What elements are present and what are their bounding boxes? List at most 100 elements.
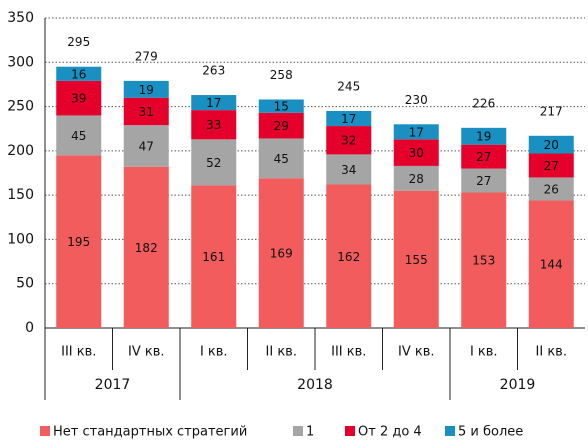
legend-label: Нет стандартных стратегий — [53, 425, 247, 440]
value-label: 31 — [139, 105, 154, 119]
legend-swatch — [445, 426, 455, 436]
value-label: 45 — [71, 129, 86, 143]
x-tick-label: III кв. — [331, 345, 366, 360]
year-label: 2018 — [297, 377, 333, 393]
value-label: 52 — [206, 156, 221, 170]
year-label: 2019 — [500, 377, 536, 393]
value-label: 19 — [476, 130, 491, 144]
x-tick-label: IV кв. — [398, 345, 435, 360]
bar-segment — [528, 177, 574, 201]
bar-segment — [123, 80, 169, 98]
value-label: 28 — [409, 172, 424, 186]
value-label: 45 — [274, 152, 289, 166]
bar-segment — [258, 112, 304, 139]
total-label: 295 — [67, 35, 90, 49]
x-tick-label: IV кв. — [128, 345, 165, 360]
legend-swatch — [345, 426, 355, 436]
x-tick-label: I кв. — [470, 345, 498, 360]
value-label: 39 — [71, 92, 86, 106]
value-label: 169 — [270, 247, 293, 261]
y-tick-label: 250 — [7, 99, 34, 115]
value-label: 19 — [139, 83, 154, 97]
year-label: 2017 — [95, 377, 131, 393]
y-tick-label: 300 — [7, 54, 34, 70]
x-tick-label: II кв. — [536, 345, 567, 360]
bar-segment — [326, 111, 372, 127]
bar-segment — [191, 139, 237, 186]
value-label: 27 — [544, 159, 559, 173]
value-label: 20 — [544, 138, 559, 152]
bar-segment — [56, 80, 102, 116]
bar-segment — [461, 168, 507, 193]
bar-segment — [461, 144, 507, 169]
value-label: 16 — [71, 67, 86, 81]
bar-segment — [191, 185, 237, 328]
y-tick-label: 350 — [7, 10, 34, 26]
value-label: 47 — [139, 139, 154, 153]
value-label: 195 — [67, 235, 90, 249]
y-tick-label: 150 — [7, 187, 34, 203]
value-label: 17 — [206, 96, 221, 110]
y-tick-label: 200 — [7, 143, 34, 159]
value-label: 155 — [405, 253, 428, 267]
bar-segment — [326, 126, 372, 155]
value-label: 17 — [341, 112, 356, 126]
total-label: 226 — [472, 96, 495, 110]
bar-segment — [191, 110, 237, 140]
value-label: 153 — [472, 254, 495, 268]
legend-label: От 2 до 4 — [358, 425, 422, 440]
bar-segment — [528, 153, 574, 178]
bar-segment — [326, 184, 372, 328]
value-label: 17 — [409, 125, 424, 139]
bar-segment — [123, 125, 169, 167]
total-label: 279 — [135, 49, 158, 63]
x-tick-label: II кв. — [266, 345, 297, 360]
value-label: 15 — [274, 100, 289, 114]
bar-segment — [191, 95, 237, 111]
value-label: 33 — [206, 118, 221, 132]
total-label: 217 — [540, 104, 563, 118]
total-label: 230 — [405, 93, 428, 107]
value-label: 144 — [540, 258, 563, 272]
bar-segment — [393, 165, 439, 191]
bar-segment — [393, 139, 439, 166]
bar-segment — [326, 154, 372, 185]
legend-swatch — [40, 426, 50, 436]
value-label: 26 — [544, 182, 559, 196]
legend-swatch — [293, 426, 303, 436]
y-tick-label: 100 — [7, 231, 34, 247]
bar-segment — [258, 99, 304, 113]
bar-segment — [393, 190, 439, 328]
bar-segment — [56, 155, 102, 328]
bar-segment — [528, 135, 574, 154]
total-label: 263 — [202, 64, 225, 78]
value-label: 34 — [341, 163, 356, 177]
x-tick-label: III кв. — [61, 345, 96, 360]
bar-segment — [461, 127, 507, 145]
legend-label: 1 — [306, 425, 314, 440]
bar-segment — [123, 166, 169, 328]
value-label: 27 — [476, 174, 491, 188]
total-label: 258 — [270, 68, 293, 82]
bar-segment — [123, 97, 169, 126]
value-label: 30 — [409, 146, 424, 160]
value-label: 182 — [135, 241, 158, 255]
legend-label: 5 и более — [458, 425, 523, 440]
value-label: 27 — [476, 150, 491, 164]
bar-segment — [258, 138, 304, 179]
value-label: 29 — [274, 119, 289, 133]
value-label: 32 — [341, 134, 356, 148]
value-label: 161 — [202, 250, 225, 264]
x-tick-label: I кв. — [200, 345, 228, 360]
total-label: 245 — [337, 80, 360, 94]
value-label: 162 — [337, 250, 360, 264]
y-tick-label: 0 — [25, 320, 34, 336]
bar-segment — [393, 124, 439, 140]
bar-segment — [528, 200, 574, 328]
bar-segment — [461, 192, 507, 328]
bar-segment — [56, 66, 102, 81]
y-tick-label: 50 — [16, 276, 34, 292]
bar-segment — [56, 115, 102, 156]
bar-segment — [258, 178, 304, 328]
